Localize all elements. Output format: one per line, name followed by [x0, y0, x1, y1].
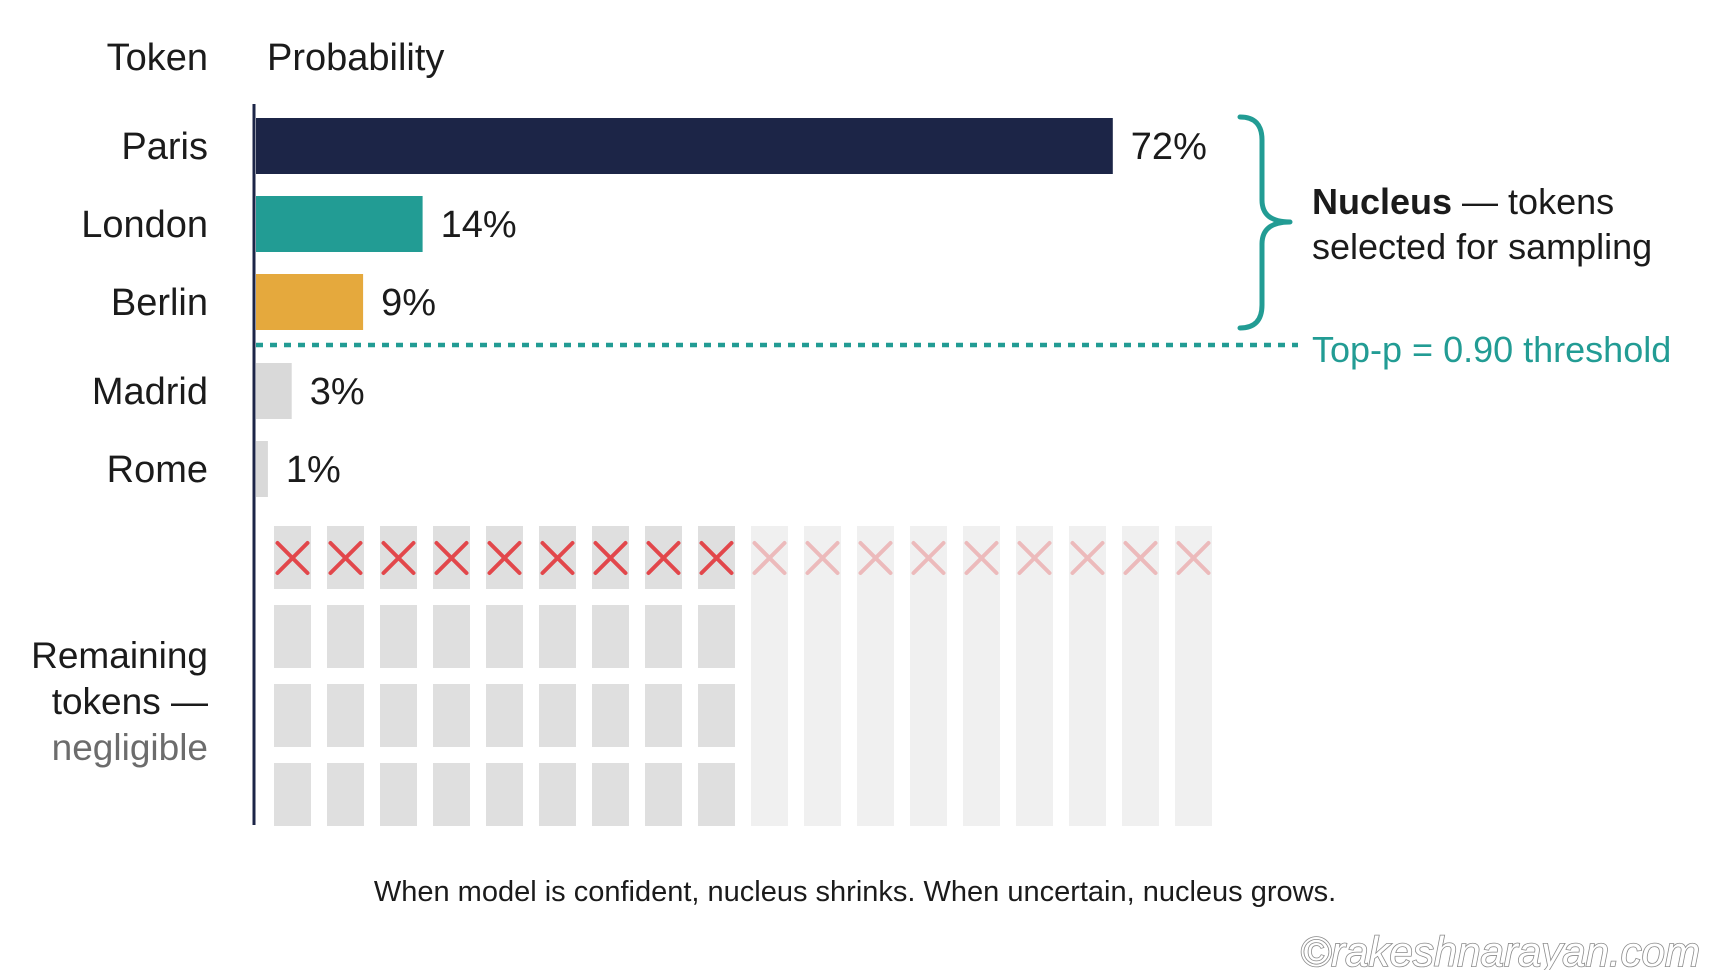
remaining-token-cell: [433, 684, 470, 747]
remaining-token-cell: [274, 684, 311, 747]
remaining-tokens-grid: [274, 526, 1212, 826]
excluded-x-icon: [1017, 541, 1052, 575]
remaining-label-line3: negligible: [52, 727, 208, 768]
remaining-token-column: [804, 526, 841, 826]
excluded-x-icon: [858, 541, 893, 575]
excluded-x-icon: [805, 541, 840, 575]
value-label-london: 14%: [441, 204, 517, 246]
token-label-london: London: [81, 204, 208, 246]
watermark: ©rakeshnarayan.com: [1300, 928, 1700, 970]
remaining-token-cell: [592, 684, 629, 747]
remaining-token-column: [1122, 526, 1159, 826]
remaining-token-cell: [380, 763, 417, 826]
remaining-token-column: [857, 526, 894, 826]
excluded-x-icon: [540, 541, 575, 575]
excluded-x-icon: [434, 541, 469, 575]
threshold-label: Top-p = 0.90 threshold: [1312, 329, 1671, 370]
remaining-token-column: [910, 526, 947, 826]
nucleus-annotation-bold: Nucleus: [1312, 181, 1452, 222]
remaining-token-cell: [539, 684, 576, 747]
remaining-token-cell: [327, 605, 364, 668]
remaining-token-cell: [698, 763, 735, 826]
value-label-madrid: 3%: [310, 371, 365, 413]
footnote: When model is confident, nucleus shrinks…: [374, 876, 1336, 908]
token-label-paris: Paris: [121, 126, 208, 168]
remaining-token-cell: [698, 605, 735, 668]
excluded-x-icon: [964, 541, 999, 575]
remaining-token-column: [751, 526, 788, 826]
excluded-x-icon: [381, 541, 416, 575]
remaining-token-cell: [486, 605, 523, 668]
bars-group: Paris 72% London 14% Berlin 9% Madrid 3% Rome 1%: [81, 118, 1207, 497]
excluded-x-icon: [1070, 541, 1105, 575]
bar-madrid: [256, 363, 292, 419]
excluded-x-icon: [1123, 541, 1158, 575]
token-column-header: Token: [107, 37, 208, 79]
value-label-paris: 72%: [1131, 126, 1207, 168]
value-label-rome: 1%: [286, 449, 341, 491]
remaining-token-cell: [486, 684, 523, 747]
remaining-token-cell: [645, 605, 682, 668]
remaining-token-cell: [433, 605, 470, 668]
excluded-x-icon: [646, 541, 681, 575]
remaining-token-cell: [433, 763, 470, 826]
remaining-token-cell: [327, 684, 364, 747]
excluded-x-icon: [593, 541, 628, 575]
bar-london: [256, 196, 423, 252]
nucleus-annotation-line1: Nucleus — tokens: [1312, 181, 1614, 222]
excluded-x-icon: [275, 541, 310, 575]
remaining-token-column: [963, 526, 1000, 826]
remaining-token-column: [1069, 526, 1106, 826]
excluded-x-icon: [911, 541, 946, 575]
token-label-berlin: Berlin: [111, 282, 208, 324]
nucleus-annotation-rest: — tokens: [1452, 181, 1614, 222]
remaining-token-cell: [327, 763, 364, 826]
nucleus-annotation-line2: selected for sampling: [1312, 226, 1652, 267]
excluded-x-icon: [752, 541, 787, 575]
remaining-token-cell: [592, 605, 629, 668]
remaining-label-line2: tokens —: [52, 681, 208, 722]
remaining-token-cell: [486, 763, 523, 826]
nucleus-brace: [1237, 114, 1293, 331]
bar-berlin: [256, 274, 364, 330]
remaining-token-cell: [274, 763, 311, 826]
remaining-token-cell: [645, 763, 682, 826]
token-label-madrid: Madrid: [92, 371, 208, 413]
remaining-token-cell: [645, 684, 682, 747]
remaining-token-column: [1016, 526, 1053, 826]
remaining-token-column: [1175, 526, 1212, 826]
remaining-token-cell: [539, 605, 576, 668]
remaining-token-cell: [380, 605, 417, 668]
remaining-token-cell: [274, 605, 311, 668]
bar-rome: [256, 441, 268, 497]
remaining-token-cell: [380, 684, 417, 747]
remaining-token-cell: [539, 763, 576, 826]
excluded-x-icon: [328, 541, 363, 575]
remaining-label-line1: Remaining: [31, 635, 208, 676]
token-label-rome: Rome: [107, 449, 208, 491]
value-label-berlin: 9%: [381, 282, 436, 324]
remaining-token-cell: [698, 684, 735, 747]
excluded-x-icon: [699, 541, 734, 575]
remaining-token-cell: [592, 763, 629, 826]
bar-paris: [256, 118, 1113, 174]
excluded-x-icon: [487, 541, 522, 575]
probability-column-header: Probability: [267, 37, 444, 79]
excluded-x-icon: [1176, 541, 1211, 575]
